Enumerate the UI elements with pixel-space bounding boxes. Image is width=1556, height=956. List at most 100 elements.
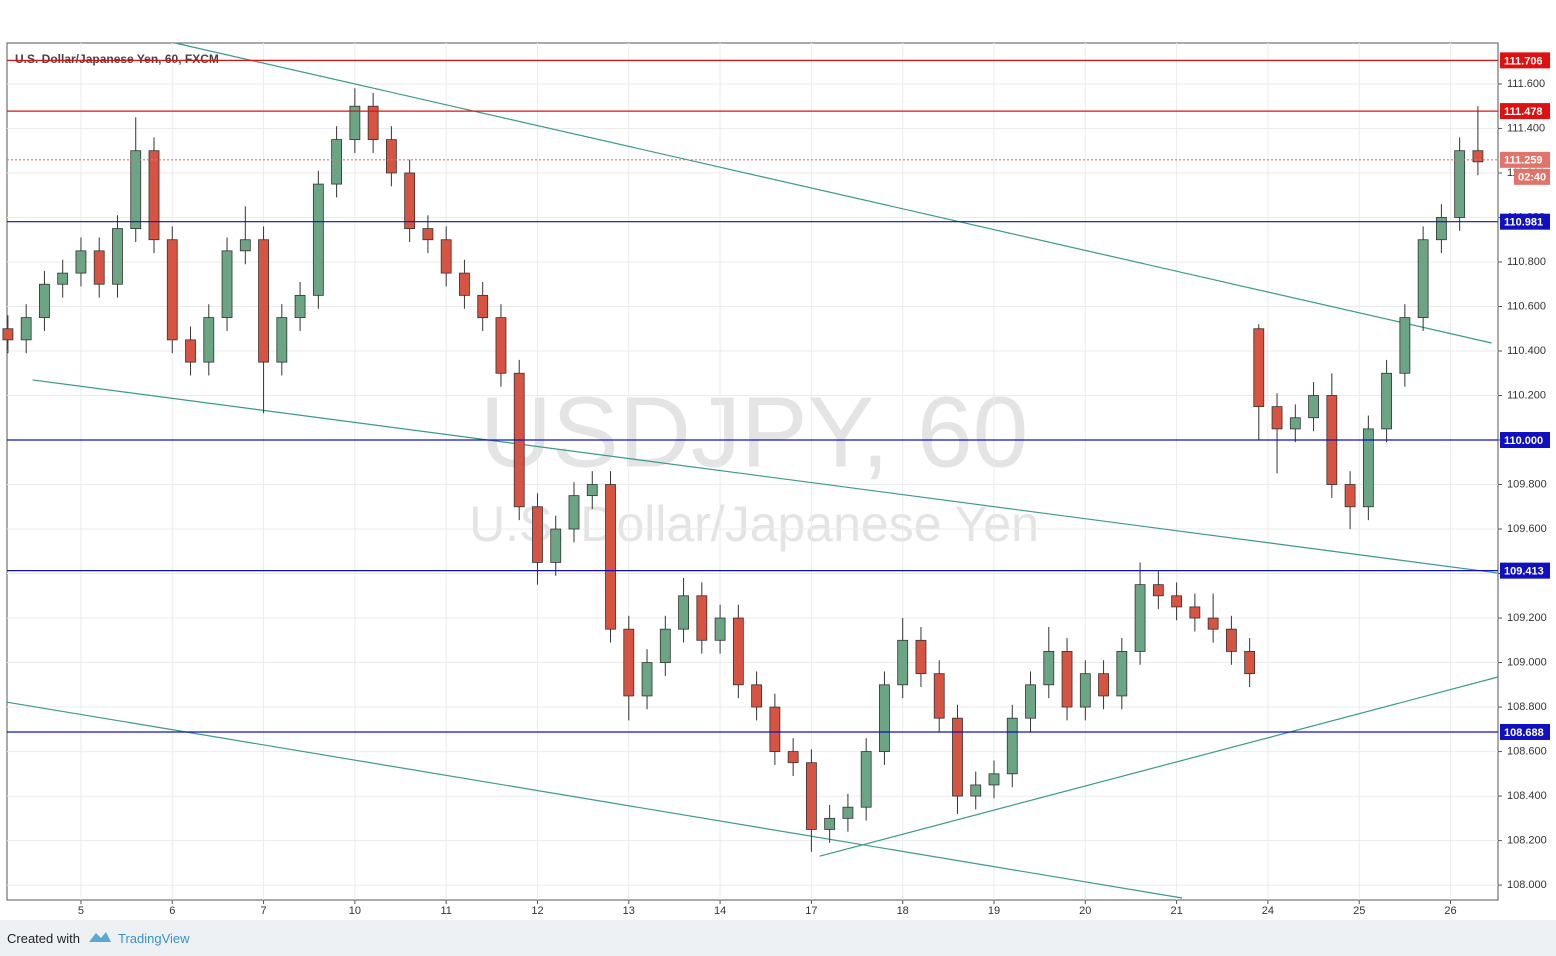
candle-body <box>203 317 215 363</box>
y-tick-label: 110.600 <box>1507 300 1546 312</box>
footer-brand[interactable]: TradingView <box>118 931 190 946</box>
x-tick-label: 17 <box>805 905 817 917</box>
candle-body <box>495 317 507 374</box>
level-label: 110.000 <box>1504 435 1543 447</box>
candle-body <box>1098 673 1109 697</box>
y-tick-label: 108.400 <box>1507 790 1547 802</box>
candle-body <box>623 628 635 697</box>
candle-body <box>75 250 87 274</box>
candle-body <box>477 294 489 319</box>
candle-body <box>1152 584 1164 597</box>
candle-body <box>1362 428 1374 508</box>
logo <box>89 932 111 942</box>
candle-body <box>568 495 580 530</box>
candle-body <box>1417 239 1429 319</box>
candle-body <box>93 250 105 285</box>
candle-body <box>57 272 69 285</box>
level-label: 111.706 <box>1504 55 1543 67</box>
x-tick-label: 11 <box>440 905 451 917</box>
candle-body <box>440 239 452 274</box>
candle-body <box>459 272 470 296</box>
countdown-box <box>1514 168 1550 185</box>
y-tick-label: 110.800 <box>1507 256 1546 268</box>
y-tick-label: 108.200 <box>1507 834 1547 846</box>
chart: USDJPY, 60 U.S. Dollar/Japanese Yen U.S.… <box>2 42 1550 917</box>
candle-body <box>586 484 598 497</box>
chart-title: U.S. Dollar/Japanese Yen, 60, FXCM <box>15 52 219 66</box>
candle-body <box>276 317 288 363</box>
y-tick-label: 108.800 <box>1507 701 1547 713</box>
candle-body <box>787 751 799 764</box>
trendline <box>32 379 1499 574</box>
y-tick-label: 108.600 <box>1507 745 1547 757</box>
candle-body <box>933 673 945 719</box>
candle-body <box>312 183 324 296</box>
y-tick-label: 109.800 <box>1507 478 1547 490</box>
x-tick-label: 14 <box>714 905 726 917</box>
candle-body <box>532 506 543 563</box>
candle-body <box>805 762 817 830</box>
x-tick-label: 5 <box>78 905 84 917</box>
candle-body <box>239 239 251 252</box>
candle-body <box>769 706 781 752</box>
candle-body <box>349 105 361 140</box>
y-tick-label: 111.400 <box>1507 122 1545 134</box>
footer-text: Created with <box>7 931 80 946</box>
grid <box>7 43 1498 900</box>
level-label-box <box>1500 723 1550 740</box>
candle-body <box>1043 651 1055 686</box>
candle-body <box>842 806 854 819</box>
candle-body <box>605 484 616 630</box>
level-label-box <box>1500 432 1550 449</box>
trendline <box>174 42 1492 344</box>
x-tick-label: 7 <box>261 905 267 917</box>
candle-body <box>970 784 982 797</box>
candle-body <box>915 639 927 675</box>
candle-body <box>422 228 434 241</box>
y-tick-label: 109.600 <box>1507 523 1547 535</box>
x-tick-label: 6 <box>169 905 175 917</box>
y-tick-label: 109.200 <box>1507 612 1547 624</box>
candle-body <box>1381 372 1393 430</box>
y-tick-label: 110.200 <box>1507 389 1546 401</box>
candle-body <box>1207 617 1219 630</box>
candle-body <box>185 339 196 363</box>
x-tick-label: 12 <box>531 905 543 917</box>
candle-body <box>1116 651 1128 697</box>
candle-body <box>952 717 963 797</box>
level-label: 111.259 <box>1504 155 1543 167</box>
candle-body <box>714 617 726 641</box>
candle-body <box>404 172 416 229</box>
candle-body <box>550 528 562 563</box>
candle-body <box>751 684 763 708</box>
footer: Created with TradingView <box>0 920 1556 956</box>
candle-body <box>166 239 178 341</box>
watermark: USDJPY, 60 <box>480 376 1028 488</box>
candle-body <box>860 751 872 808</box>
candle-body <box>897 639 909 686</box>
y-tick-label: 110.400 <box>1507 345 1546 357</box>
level-label-box <box>1500 52 1550 69</box>
level-label-box <box>1500 213 1550 230</box>
candle-body <box>1454 150 1466 218</box>
candle-body <box>2 328 14 341</box>
candle-body <box>1435 217 1447 241</box>
x-tick-label: 20 <box>1079 905 1091 917</box>
candle-body <box>988 773 1000 786</box>
candle-body <box>221 250 233 319</box>
level-label: 108.688 <box>1504 727 1544 739</box>
candle-body <box>331 139 343 185</box>
candle-body <box>258 239 269 363</box>
trendline <box>6 701 1183 899</box>
candle-body <box>367 105 379 140</box>
plot-frame <box>6 42 1499 901</box>
candle-body <box>641 662 653 697</box>
level-label-box <box>1500 103 1550 120</box>
candle-body <box>696 595 708 641</box>
candle-body <box>39 283 50 319</box>
level-label: 109.413 <box>1504 566 1544 578</box>
level-label: 110.981 <box>1504 217 1543 229</box>
x-tick-label: 24 <box>1262 905 1274 917</box>
level-label-box <box>1500 151 1550 168</box>
